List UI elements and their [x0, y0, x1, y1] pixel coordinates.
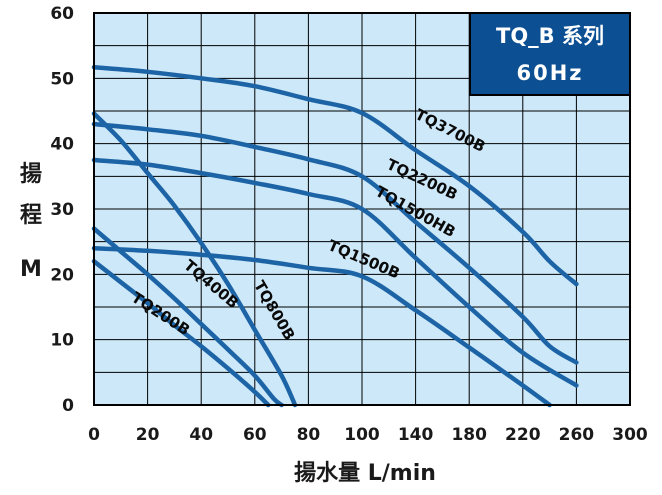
curve-tq1500hb [91, 157, 579, 388]
curve-tq200b [91, 259, 271, 408]
y-axis-label-char-1: 揚 [20, 161, 42, 187]
x-tick-label: 20 [136, 425, 160, 445]
x-axis-label: 揚水量 L/min [294, 460, 436, 486]
x-tick-label: 0 [88, 425, 100, 445]
y-tick-label: 0 [62, 396, 74, 416]
curve-tq2200b [91, 121, 579, 365]
x-tick-label: 60 [243, 425, 267, 445]
chart-subtitle: 60Hz [516, 61, 583, 85]
y-tick-label: 40 [50, 135, 74, 155]
y-tick-label: 20 [50, 265, 74, 285]
y-tick-label: 50 [50, 69, 74, 89]
curve-layer [91, 64, 579, 408]
y-tick-label: 60 [50, 4, 74, 24]
x-tick-labels: 0 20 40 60 80 100 140 180 220 260 300 [88, 425, 648, 445]
x-tick-label: 260 [559, 425, 595, 445]
x-tick-label: 140 [398, 425, 434, 445]
x-tick-label: 100 [344, 425, 380, 445]
legend-background [469, 12, 631, 96]
curve-tq400b [91, 226, 284, 408]
curve-tq3700b [91, 64, 579, 287]
x-tick-label: 220 [505, 425, 541, 445]
y-tick-labels: 0 10 20 30 40 50 60 [50, 4, 74, 416]
x-tick-label: 300 [612, 425, 648, 445]
curve-tq1500b [91, 245, 552, 408]
plot-area-border [93, 12, 631, 406]
y-tick-label: 10 [50, 331, 74, 351]
y-axis-unit: M [20, 257, 42, 282]
x-tick-label: 180 [451, 425, 487, 445]
curve-tq800b [91, 111, 298, 408]
x-tick-label: 40 [189, 425, 213, 445]
y-axis-label-char-2: 程 [20, 203, 42, 228]
y-tick-label: 30 [50, 200, 74, 220]
chart-title: TQ_B 系列 [496, 24, 604, 48]
legend-box: TQ_B 系列 60Hz [469, 12, 631, 96]
x-tick-label: 80 [297, 425, 321, 445]
